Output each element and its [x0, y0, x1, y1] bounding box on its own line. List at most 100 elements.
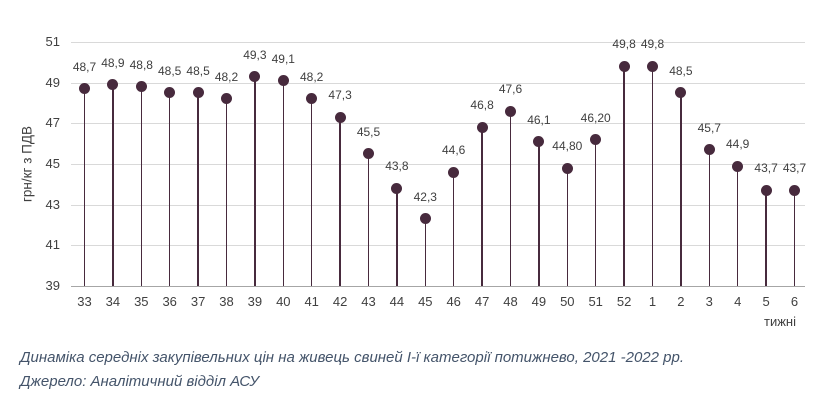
data-point	[419, 213, 431, 225]
gridline	[71, 204, 805, 206]
x-tick-label: 2	[677, 294, 685, 309]
x-tick-label: 39	[247, 294, 263, 309]
x-tick-label: 4	[734, 294, 742, 309]
x-tick-label: 46	[446, 294, 461, 309]
data-point-label: 45,5	[356, 124, 381, 139]
y-tick-label: 47	[45, 115, 60, 131]
x-tick-label: 48	[503, 294, 518, 309]
x-tick-label: 44	[389, 294, 405, 309]
x-tick-label: 50	[560, 294, 575, 309]
lollipop-stem	[481, 127, 483, 286]
data-point-label: 49,1	[271, 51, 295, 66]
x-tick-label: 49	[531, 294, 547, 309]
x-tick-label: 35	[134, 294, 149, 309]
y-tick-label: 45	[45, 156, 60, 171]
data-point	[561, 162, 573, 174]
data-point	[505, 105, 516, 117]
x-tick-label: 51	[588, 294, 603, 309]
lollipop-stem	[765, 190, 767, 286]
gridline	[71, 245, 805, 247]
x-tick-label: 33	[77, 294, 92, 309]
gridline	[71, 164, 805, 165]
lollipop-stem	[793, 190, 796, 286]
data-point-label: 45,7	[697, 120, 721, 135]
data-point	[164, 87, 176, 99]
lollipop-stem	[708, 149, 711, 286]
data-point-label: 48,2	[300, 69, 324, 84]
lollipop-stem	[566, 168, 569, 286]
lollipop-stem	[452, 172, 455, 286]
caption-title: Динаміка середніх закупівельних цін на ж…	[20, 349, 685, 366]
data-point-label: 48,7	[72, 59, 97, 74]
gridline	[71, 123, 805, 125]
y-tick-label: 41	[45, 237, 60, 253]
x-tick-label: 3	[705, 294, 713, 309]
data-point-label: 44,9	[726, 137, 750, 152]
data-point	[590, 134, 602, 146]
lollipop-stem	[623, 66, 625, 286]
lollipop-stem	[367, 153, 370, 286]
data-point-label: 46,1	[527, 112, 551, 127]
gridline	[71, 42, 805, 43]
data-point-label: 48,5	[186, 63, 210, 78]
x-tick-label: 36	[162, 294, 177, 309]
caption-source: Джерело: Аналітичний відділ АСУ	[20, 373, 259, 390]
x-tick-label: 45	[418, 294, 433, 309]
data-point-label: 49,8	[640, 37, 665, 52]
lollipop-stem	[225, 98, 228, 286]
lollipop-stem	[396, 188, 398, 286]
x-tick-label: 37	[190, 294, 206, 309]
x-tick-label: 43	[361, 294, 376, 309]
data-point-label: 42,3	[413, 189, 437, 204]
data-point-label: 49,8	[612, 37, 636, 52]
data-point	[107, 79, 119, 91]
lollipop-stem	[509, 111, 512, 286]
lollipop-stem	[310, 98, 313, 286]
data-point-label: 46,20	[580, 110, 611, 125]
data-point-label: 48,8	[129, 57, 153, 72]
data-point	[306, 93, 318, 105]
data-point	[675, 87, 687, 99]
y-tick-label: 51	[45, 34, 60, 49]
data-point	[79, 83, 90, 95]
lollipop-stem	[83, 88, 86, 286]
data-point	[703, 144, 715, 156]
data-point-label: 44,80	[552, 139, 583, 154]
data-point-label: 46,8	[470, 98, 494, 113]
x-axis-title: тижні	[764, 314, 796, 329]
lollipop-stem	[282, 80, 285, 286]
data-point	[192, 87, 204, 99]
data-point-label: 43,7	[754, 161, 778, 176]
data-point	[533, 136, 545, 148]
lollipop-stem	[736, 166, 739, 286]
data-point	[647, 60, 658, 72]
data-point	[363, 148, 374, 160]
x-tick-label: 42	[332, 294, 348, 309]
data-point	[391, 182, 403, 194]
lollipop-stem	[140, 86, 143, 286]
data-point	[789, 184, 800, 196]
lollipop-chart: грн/кг з ПДВ тижні 39 41 43 45 47 49 51 48,7 33 4…	[20, 34, 807, 329]
lollipop-stem	[538, 141, 540, 286]
data-point-label: 48,9	[101, 55, 125, 70]
lollipop-stem	[339, 117, 341, 286]
data-point-label: 48,5	[158, 63, 182, 78]
x-tick-label: 41	[304, 294, 319, 309]
x-tick-label: 40	[276, 294, 291, 309]
data-point	[448, 166, 460, 178]
lollipop-stem	[651, 66, 654, 286]
data-point	[732, 160, 744, 172]
data-point-label: 48,2	[214, 69, 239, 84]
x-axis-line	[71, 286, 805, 287]
data-point-label: 49,3	[243, 47, 267, 62]
gridline	[71, 82, 805, 84]
lollipop-stem	[168, 92, 171, 286]
data-point	[760, 184, 772, 196]
x-tick-label: 1	[648, 294, 657, 309]
y-tick-label: 49	[45, 74, 60, 90]
y-tick-label: 43	[45, 196, 60, 212]
data-point	[618, 60, 630, 72]
data-point-label: 44,6	[442, 143, 466, 158]
data-point	[135, 81, 147, 93]
x-tick-label: 38	[219, 294, 234, 309]
